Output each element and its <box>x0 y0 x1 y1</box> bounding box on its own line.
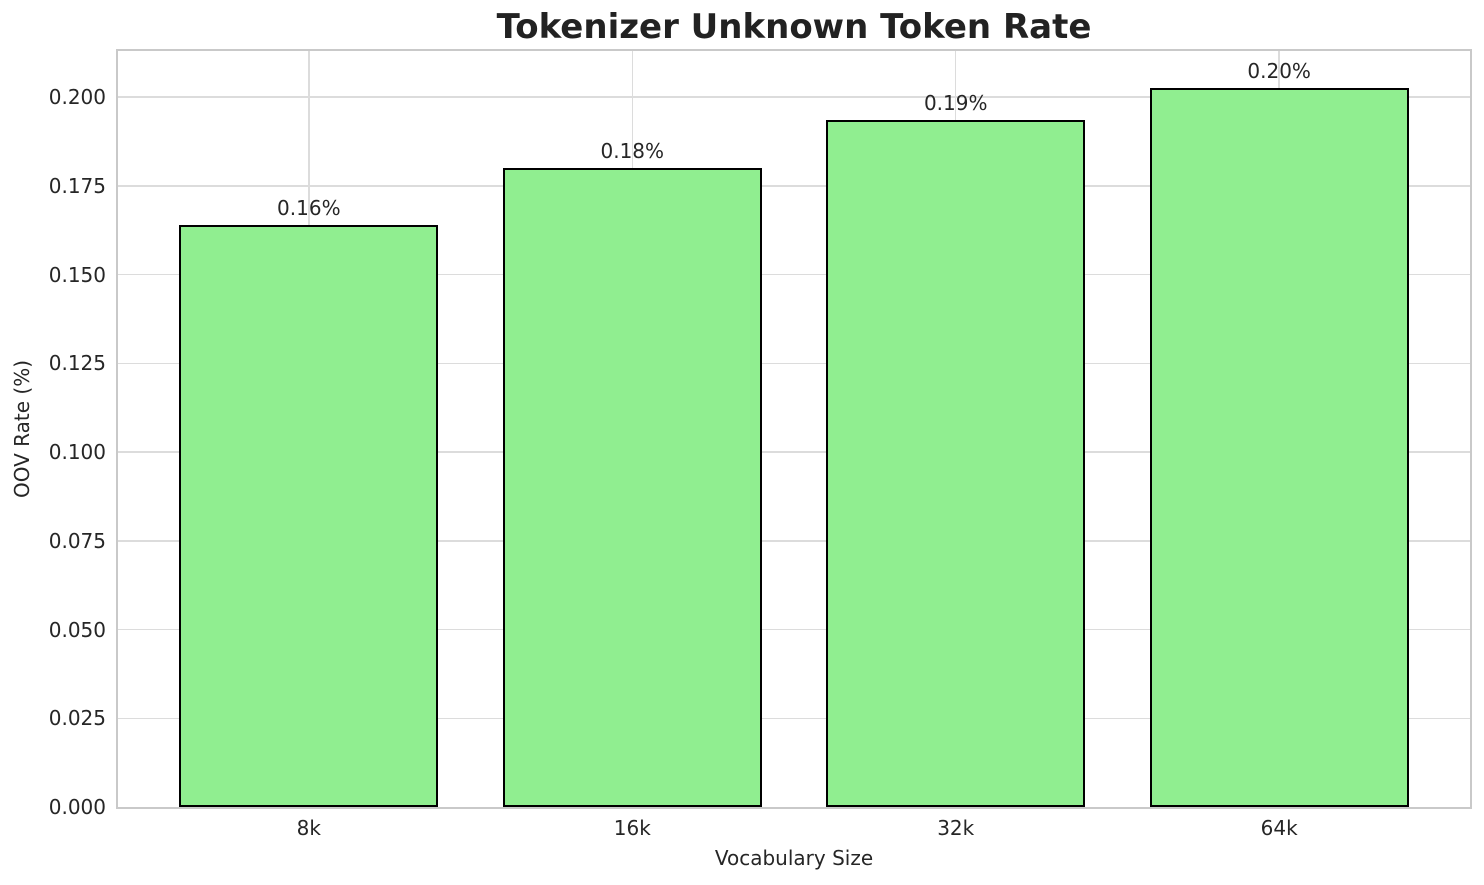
plot-area: 0.16% 0.18% 0.19% 0.20% <box>116 49 1472 809</box>
y-tick-label: 0.125 <box>48 351 106 376</box>
y-tick-label: 0.100 <box>48 440 106 465</box>
y-tick-label: 0.025 <box>48 706 106 731</box>
bar-value-label: 0.18% <box>600 139 665 164</box>
x-tick-label: 32k <box>937 816 975 840</box>
x-axis-label: Vocabulary Size <box>714 846 874 870</box>
bar-32k <box>826 120 1086 807</box>
h-gridline <box>118 628 1470 631</box>
bar-value-label: 0.20% <box>1247 59 1311 84</box>
h-gridline <box>118 540 1470 542</box>
y-axis-label: OOV Rate (%) <box>10 360 34 498</box>
y-tick-label: 0.175 <box>48 173 106 198</box>
bar-16k <box>502 168 762 807</box>
x-tick-label: 16k <box>613 816 651 840</box>
chart-title: Tokenizer Unknown Token Rate <box>496 7 1092 47</box>
x-tick-label: 8k <box>296 816 321 840</box>
h-gridline <box>118 185 1470 187</box>
h-gridline <box>118 717 1470 720</box>
y-tick-label: 0.050 <box>48 617 106 642</box>
y-tick-label: 0.000 <box>48 795 106 819</box>
bar-value-label: 0.16% <box>277 195 341 220</box>
y-tick-label: 0.200 <box>48 85 106 110</box>
bar-64k <box>1149 88 1409 807</box>
h-gridline <box>118 96 1470 98</box>
bar-value-label: 0.19% <box>923 91 988 116</box>
y-tick-label: 0.075 <box>48 528 106 553</box>
h-gridline <box>118 273 1470 276</box>
h-gridline <box>118 362 1470 365</box>
x-tick-label: 64k <box>1260 816 1298 840</box>
bar-8k <box>179 224 439 807</box>
y-tick-label: 0.150 <box>48 262 106 287</box>
h-gridline <box>118 451 1470 453</box>
